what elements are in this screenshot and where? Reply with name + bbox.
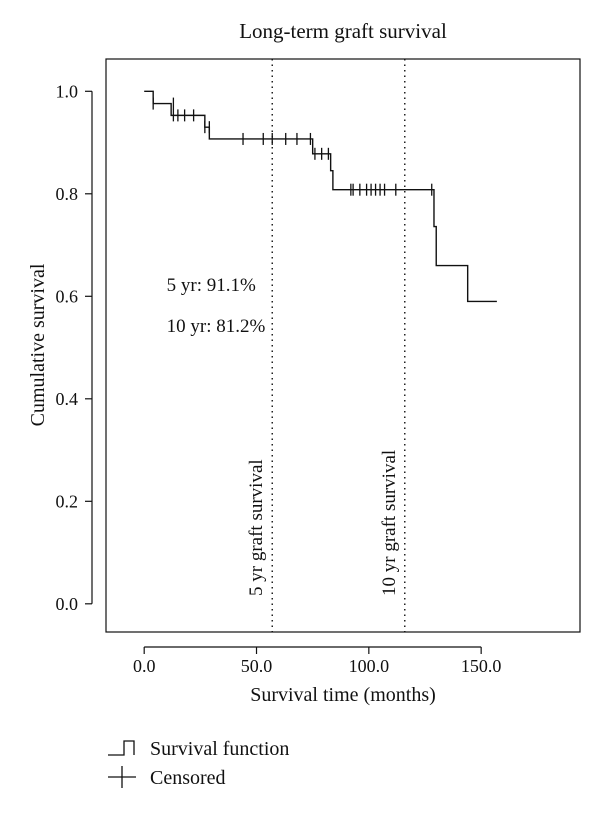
x-tick-label: 0.0: [133, 656, 156, 676]
y-tick-label: 0.8: [56, 184, 79, 204]
annotation-text: 5 yr: 91.1%: [167, 275, 256, 296]
chart-title: Long-term graft survival: [239, 19, 447, 43]
survival-curve: [144, 90, 497, 303]
survival-series: [144, 90, 497, 303]
legend: Survival function Censored: [108, 738, 289, 789]
censored-marks: [152, 97, 433, 196]
x-axis-label: Survival time (months): [250, 684, 436, 706]
y-axis-label: Cumulative survival: [27, 263, 49, 426]
x-tick-label: 100.0: [349, 656, 390, 676]
annotation-text: 10 yr: 81.2%: [167, 316, 266, 337]
reference-line-label: 10 yr graft survival: [379, 450, 400, 596]
y-tick-label: 0.4: [56, 389, 79, 409]
legend-censored-label: Censored: [150, 767, 226, 789]
reference-line-label: 5 yr graft survival: [246, 459, 267, 596]
x-tick-label: 50.0: [241, 656, 273, 676]
y-tick-label: 0.2: [56, 491, 79, 511]
y-tick-label: 0.6: [56, 286, 79, 306]
annotations: 5 yr: 91.1% 10 yr: 81.2%: [167, 275, 266, 337]
legend-survival-function-swatch: [108, 740, 135, 756]
legend-survival-function-label: Survival function: [150, 738, 289, 760]
x-axis: 0.0 50.0 100.0 150.0: [133, 646, 502, 676]
x-tick-label: 150.0: [461, 656, 502, 676]
legend-censored-swatch: [108, 766, 136, 788]
y-tick-label: 0.0: [56, 594, 79, 614]
y-tick-label: 1.0: [56, 81, 79, 101]
plot-frame: [105, 58, 581, 633]
reference-lines: 5 yr graft survival 10 yr graft survival: [246, 59, 406, 632]
y-axis: 0.0 0.2 0.4 0.6 0.8 1.0: [56, 81, 93, 614]
